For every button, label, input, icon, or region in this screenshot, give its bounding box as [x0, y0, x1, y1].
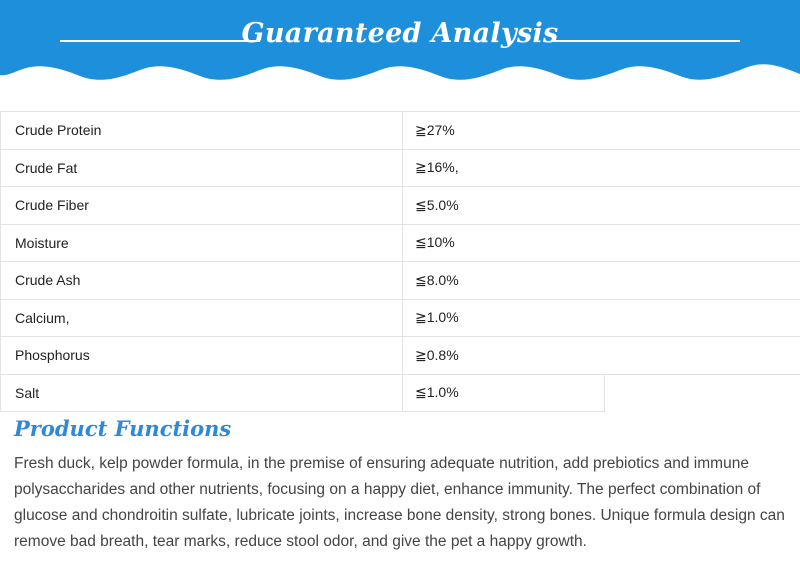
table-row: Crude Protein ≧27%	[0, 111, 800, 150]
table-row: Crude Fat ≧16%,	[0, 148, 800, 187]
table-row: Phosphorus ≧0.8%	[0, 336, 800, 375]
product-functions-title: Product Functions	[14, 416, 232, 441]
nutrient-name: Moisture	[0, 223, 403, 262]
wave-banner-graphic	[0, 0, 800, 80]
nutrient-value: ≦1.0%	[402, 373, 605, 412]
nutrient-value: ≧1.0%	[401, 298, 800, 337]
nutrient-value: ≦10%	[401, 223, 800, 262]
product-functions-text: Fresh duck, kelp powder formula, in the …	[14, 455, 785, 550]
nutrient-name: Crude Ash	[0, 261, 403, 300]
table-row: Moisture ≦10%	[0, 223, 800, 262]
nutrient-name: Calcium,	[0, 298, 403, 337]
nutrient-value: ≦8.0%	[401, 261, 800, 300]
nutrient-name: Salt	[0, 373, 403, 412]
header-banner: Guaranteed Analysis	[0, 0, 800, 95]
nutrient-value: ≧27%	[401, 111, 800, 150]
table-row: Salt ≦1.0%	[0, 373, 800, 412]
empty-cell	[603, 373, 800, 412]
nutrient-value: ≧16%,	[401, 148, 800, 187]
table-row: Calcium, ≧1.0%	[0, 298, 800, 337]
nutrient-value: ≧0.8%	[401, 336, 800, 375]
banner-right-rule	[553, 40, 740, 42]
guaranteed-analysis-table: Crude Protein ≧27% Crude Fat ≧16%, Crude…	[0, 111, 800, 412]
banner-left-rule	[60, 40, 260, 42]
nutrient-name: Phosphorus	[0, 336, 403, 375]
nutrient-name: Crude Fiber	[0, 186, 403, 225]
table-row: Crude Ash ≦8.0%	[0, 261, 800, 300]
nutrient-name: Crude Protein	[0, 111, 403, 150]
nutrient-value: ≦5.0%	[401, 186, 800, 225]
table-row: Crude Fiber ≦5.0%	[0, 186, 800, 225]
nutrient-name: Crude Fat	[0, 148, 403, 187]
banner-title: Guaranteed Analysis	[241, 18, 559, 49]
